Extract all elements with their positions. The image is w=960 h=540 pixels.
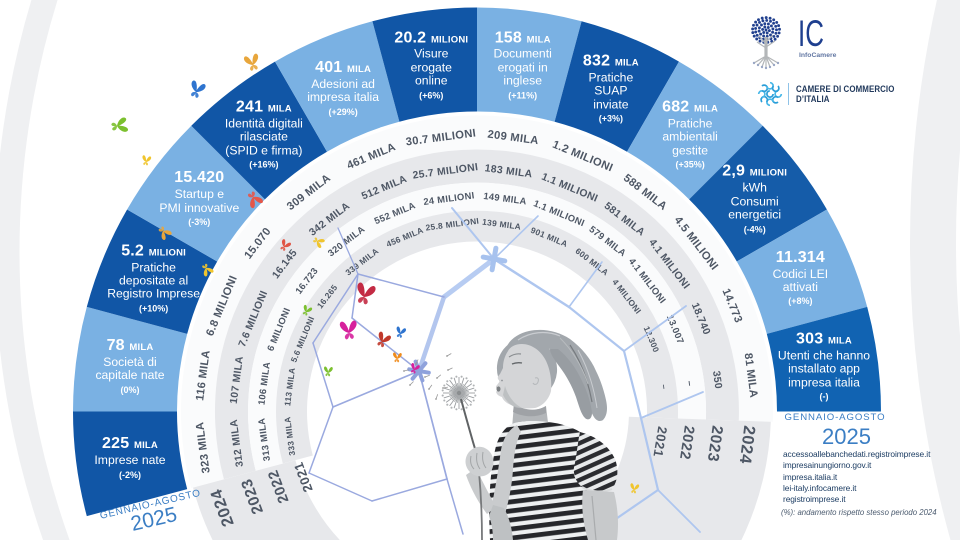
svg-text:81 MILA: 81 MILA: [742, 352, 760, 398]
svg-text:2023: 2023: [704, 424, 726, 462]
svg-text:113 MILA: 113 MILA: [282, 367, 297, 407]
svg-text:2022: 2022: [676, 424, 697, 460]
svg-text:–: –: [685, 380, 697, 387]
svg-text:2024: 2024: [736, 424, 759, 465]
svg-text:2021: 2021: [650, 425, 670, 458]
svg-text:–: –: [659, 384, 670, 390]
svg-text:350: 350: [710, 370, 723, 390]
